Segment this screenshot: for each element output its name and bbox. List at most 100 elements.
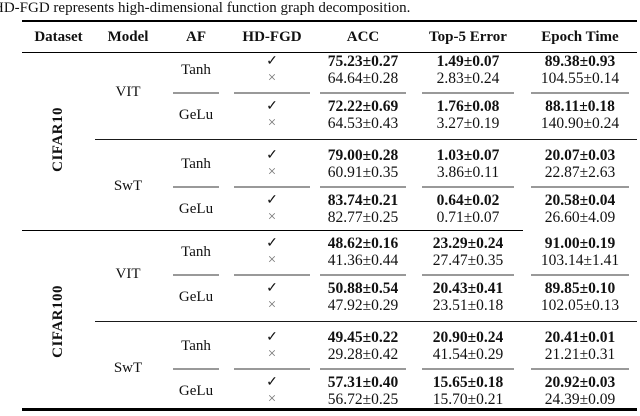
divider-cell	[22, 226, 523, 235]
cell-top5: 15.65±0.18	[432, 374, 504, 391]
dataset-label-cifar10: CIFAR10	[22, 53, 95, 227]
cell-acc: 64.53±0.43	[327, 115, 399, 132]
results-table-wrapper: Dataset Model AF HD-FGD ACC Top-5 Error …	[22, 20, 637, 411]
af-label-tanh: Tanh	[181, 61, 211, 78]
cell-acc: 50.88±0.54	[327, 280, 399, 297]
model-label-swt: SwT	[113, 178, 143, 194]
divider-cell	[413, 181, 523, 192]
results-table: Dataset Model AF HD-FGD ACC Top-5 Error …	[22, 22, 637, 408]
cell-acc: 41.36±0.44	[327, 252, 399, 269]
cell-epoch: 20.92±0.03	[544, 374, 616, 391]
col-header-af: AF	[161, 22, 231, 53]
cross-icon: ×	[267, 70, 277, 86]
cell-top5: 1.76±0.08	[436, 98, 500, 115]
cell-acc: 72.22±0.69	[327, 98, 399, 115]
cell-epoch: 104.55±0.14	[540, 70, 620, 87]
divider-cell	[231, 87, 313, 98]
model-label-vit: VIT	[115, 266, 141, 282]
divider-cell	[161, 181, 231, 192]
divider-cell	[313, 363, 413, 374]
divider-cell	[313, 181, 413, 192]
cell-acc: 83.74±0.21	[327, 192, 399, 209]
cell-top5: 0.71±0.07	[436, 209, 500, 226]
divider-cell	[95, 132, 637, 147]
table-row: × 47.92±0.29 23.51±0.18 102.05±0.13	[22, 297, 637, 314]
divider-cell	[523, 181, 637, 192]
divider-cell	[161, 269, 231, 280]
check-icon: ✓	[266, 281, 278, 296]
divider-cell	[313, 269, 413, 280]
check-icon: ✓	[266, 330, 278, 345]
cell-top5: 15.70±0.21	[432, 391, 504, 408]
cell-epoch: 20.58±0.04	[544, 192, 616, 209]
col-header-dataset: Dataset	[22, 22, 95, 53]
cell-top5: 20.90±0.24	[432, 329, 504, 346]
af-label-gelu: GeLu	[178, 200, 214, 217]
divider-cell	[231, 363, 313, 374]
cell-acc: 64.64±0.28	[327, 70, 399, 87]
dataset-label-text: CIFAR10	[50, 107, 66, 172]
cell-epoch: 88.11±0.18	[545, 98, 615, 115]
group-divider-row	[22, 181, 637, 192]
cell-epoch: 140.90±0.24	[540, 115, 620, 132]
cell-top5: 23.51±0.18	[432, 297, 504, 314]
check-icon: ✓	[266, 148, 278, 163]
col-header-hdfgd: HD-FGD	[231, 22, 313, 53]
cell-epoch: 22.87±2.63	[544, 164, 616, 181]
model-label-vit: VIT	[115, 84, 141, 100]
check-icon: ✓	[266, 236, 278, 251]
check-icon: ✓	[266, 193, 278, 208]
model-divider-row	[22, 132, 637, 147]
check-icon: ✓	[266, 375, 278, 390]
col-header-epoch-time: Epoch Time	[523, 22, 637, 53]
table-row: × 29.28±0.42 41.54±0.29 21.21±0.31	[22, 346, 637, 363]
af-label-gelu: GeLu	[178, 288, 214, 305]
cell-epoch: 21.21±0.31	[544, 346, 616, 363]
table-row: × 41.36±0.44 27.47±0.35 103.14±1.41	[22, 252, 637, 269]
cross-icon: ×	[267, 209, 277, 225]
model-divider-row	[22, 314, 637, 329]
table-row: × 82.77±0.25 0.71±0.07 26.60±4.09	[22, 209, 637, 226]
cell-top5: 0.64±0.02	[436, 192, 500, 209]
bottom-rule	[22, 408, 637, 411]
cross-icon: ×	[267, 115, 277, 131]
cell-acc: 56.72±0.25	[327, 391, 399, 408]
cell-top5: 1.03±0.07	[436, 147, 500, 164]
cell-top5: 27.47±0.35	[432, 252, 504, 269]
cell-acc: 47.92±0.29	[327, 297, 399, 314]
divider-cell	[313, 87, 413, 98]
divider-cell	[523, 269, 637, 280]
table-row: SwT Tanh ✓ 49.45±0.22 20.90±0.24 20.41±0…	[22, 329, 637, 376]
divider-cell	[231, 181, 313, 192]
cross-icon: ×	[267, 346, 277, 362]
col-header-top5-error: Top-5 Error	[413, 22, 523, 53]
model-label-swt: SwT	[113, 360, 143, 376]
group-divider-row	[22, 363, 637, 374]
table-row: × 60.91±0.35 3.86±0.11 22.87±2.63	[22, 164, 637, 181]
divider-cell	[523, 87, 637, 98]
cell-epoch: 20.41±0.01	[544, 329, 616, 346]
table-row: × 64.64±0.28 2.83±0.24 104.55±0.14	[22, 70, 637, 87]
cell-top5: 41.54±0.29	[432, 346, 504, 363]
cell-epoch: 89.38±0.93	[544, 53, 616, 70]
cell-epoch: 102.05±0.13	[540, 297, 620, 314]
cell-top5: 3.86±0.11	[436, 164, 500, 181]
dataset-label-cifar100: CIFAR100	[22, 235, 95, 408]
check-icon: ✓	[266, 54, 278, 69]
cell-top5: 3.27±0.19	[436, 115, 500, 132]
cross-icon: ×	[267, 391, 277, 407]
cross-icon: ×	[267, 164, 277, 180]
cell-epoch: 26.60±4.09	[544, 209, 616, 226]
check-icon: ✓	[266, 99, 278, 114]
cell-acc: 49.45±0.22	[327, 329, 399, 346]
table-row: GeLu ✓ 83.74±0.21 0.64±0.02 20.58±0.04	[22, 192, 637, 217]
divider-cell	[161, 363, 231, 374]
cell-epoch: 103.14±1.41	[540, 252, 620, 269]
cross-icon: ×	[267, 252, 277, 268]
dataset-label-text: CIFAR100	[50, 285, 66, 358]
cell-top5: 23.29±0.24	[432, 235, 504, 252]
group-divider-row	[22, 269, 637, 280]
divider-cell	[413, 363, 523, 374]
cross-icon: ×	[267, 297, 277, 313]
cell-acc: 75.23±0.27	[327, 53, 399, 70]
